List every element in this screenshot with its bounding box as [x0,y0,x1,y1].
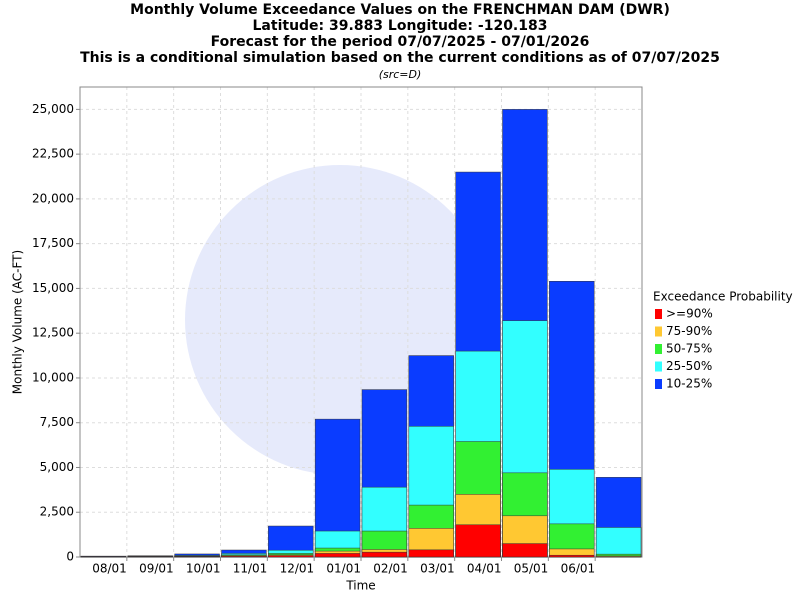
source-note: (src=D) [379,68,422,81]
y-tick-label: 25,000 [32,102,74,116]
x-tick-label: 11/01 [233,562,268,576]
bar [314,553,361,558]
x-tick-label: 02/01 [373,562,408,576]
bar [595,527,642,558]
y-tick-label: 15,000 [32,281,74,295]
bar [502,543,548,558]
legend-swatch [655,309,662,319]
bar [361,551,408,558]
bar [221,555,267,558]
legend-swatch [655,361,662,372]
x-axis-label: Time [345,579,375,593]
x-tick-label: 01/01 [326,562,361,576]
chart-title: Monthly Volume Exceedance Values on the … [130,2,670,18]
x-tick-label: 12/01 [280,562,315,576]
subtitle: Latitude: 39.883 Longitude: -120.183 [253,18,548,34]
legend-swatch [655,326,662,337]
legend-label: >=90% [666,307,713,321]
y-tick-label: 17,500 [32,236,74,250]
y-tick-label: 20,000 [32,191,74,205]
subtitle: This is a conditional simulation based o… [80,50,720,66]
subtitle: Forecast for the period 07/07/2025 - 07/… [211,34,590,50]
x-tick-label: 04/01 [467,562,502,576]
x-tick-label: 10/01 [186,562,221,576]
legend-label: 25-50% [666,359,712,373]
x-tick-label: 08/01 [92,562,127,576]
x-tick-label: 06/01 [561,562,596,576]
bar [174,556,220,558]
y-tick-label: 22,500 [32,147,74,161]
legend-title: Exceedance Probability [653,290,793,304]
y-tick-label: 2,500 [40,505,74,519]
bar [549,554,595,558]
x-tick-label: 03/01 [420,562,455,576]
y-tick-label: 12,500 [32,326,74,340]
bar [268,555,314,558]
x-tick-label: 09/01 [139,562,174,576]
legend-label: 75-90% [666,324,712,338]
bar [455,524,501,558]
legend-swatch [655,344,662,354]
y-tick-label: 7,500 [40,415,74,429]
legend-label: 50-75% [666,342,712,356]
bar [408,549,454,558]
y-tick-label: 5,000 [40,460,74,474]
x-tick-label: 05/01 [514,562,549,576]
legend-swatch [655,379,662,389]
legend-label: 10-25% [666,377,712,391]
y-tick-label: 10,000 [32,370,74,384]
y-axis-label: Monthly Volume (AC-FT) [11,250,25,394]
y-tick-label: 0 [66,550,74,564]
